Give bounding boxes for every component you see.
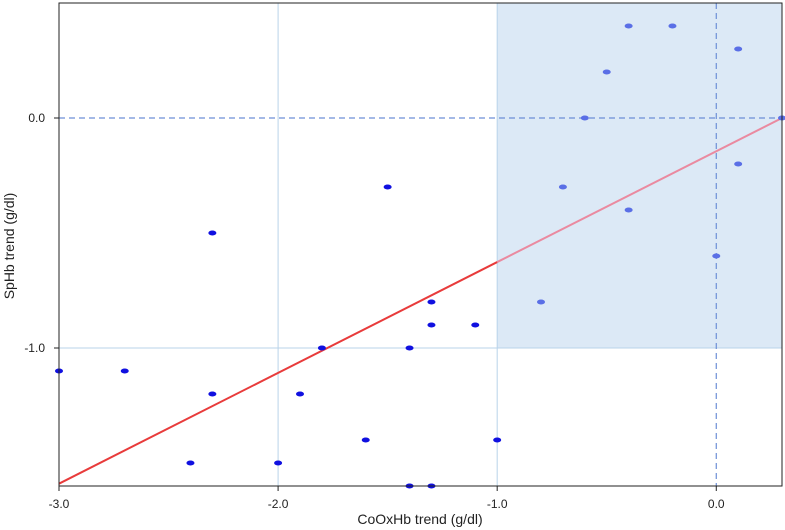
regression-line: [58, 261, 498, 485]
plot-border: [58, 2, 783, 487]
data-point: [580, 115, 589, 121]
data-point: [405, 345, 414, 351]
data-point: [186, 460, 195, 466]
y-tick-label: -1.0: [24, 341, 45, 355]
x-tick-label: 0.0: [708, 497, 725, 511]
data-point: [383, 184, 392, 190]
data-point: [471, 322, 480, 328]
data-point: [317, 345, 326, 351]
data-point: [274, 460, 283, 466]
data-point: [296, 391, 304, 397]
regression-line: [496, 117, 783, 263]
data-point: [712, 253, 721, 259]
data-point: [734, 161, 743, 167]
data-point: [624, 207, 633, 213]
data-point: [208, 230, 217, 236]
data-point: [537, 299, 545, 305]
y-axis-title: SpHb trend (g/dl): [1, 193, 17, 300]
x-tick-label: -2.0: [268, 497, 289, 511]
data-point: [361, 437, 370, 443]
data-point: [734, 46, 743, 52]
data-point: [493, 437, 502, 443]
x-tick-label: -3.0: [49, 497, 70, 511]
data-point: [208, 391, 217, 397]
data-point: [427, 299, 436, 305]
data-point: [120, 368, 129, 374]
x-tick-label: -1.0: [487, 497, 508, 511]
data-point: [427, 322, 436, 328]
x-axis-title: CoOxHb trend (g/dl): [357, 511, 482, 527]
data-point: [602, 69, 611, 75]
data-point: [624, 23, 633, 29]
data-point: [668, 23, 677, 29]
y-tick-label: 0.0: [28, 111, 45, 125]
data-point: [558, 184, 567, 190]
shaded-region: [497, 3, 782, 348]
